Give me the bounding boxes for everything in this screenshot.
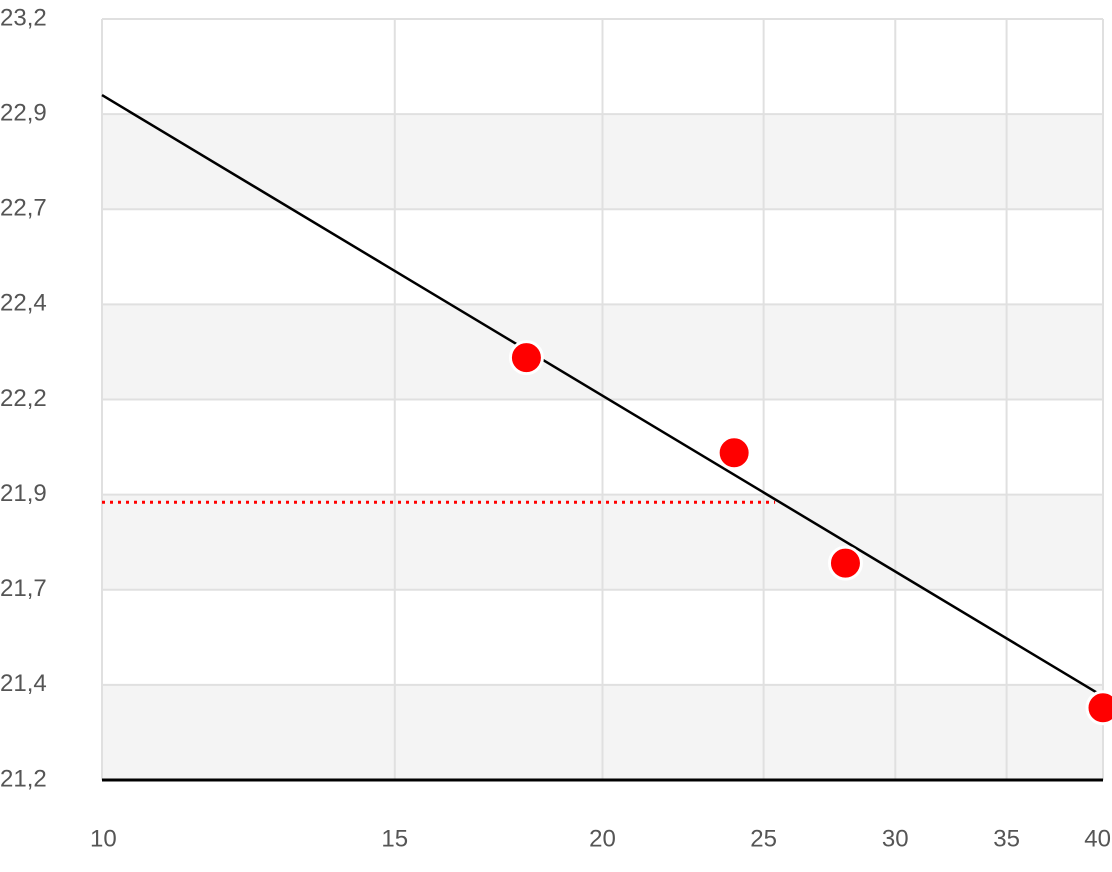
y-tick-label: 21,7: [0, 575, 47, 602]
y-tick-label: 22,7: [0, 195, 47, 222]
y-tick-label: 21,2: [0, 765, 47, 792]
point: [1085, 690, 1112, 726]
point: [827, 545, 863, 581]
x-tick-label: 40: [1084, 825, 1111, 852]
y-tick-label: 22,4: [0, 290, 47, 317]
point: [716, 435, 752, 471]
y-tick-label: 22,9: [0, 99, 47, 126]
trend-line: [101, 94, 1104, 698]
x-tick-label: 15: [381, 825, 408, 852]
x-tick-label: 20: [589, 825, 616, 852]
y-tick-label: 23,2: [0, 4, 47, 31]
x-tick-label: 10: [90, 825, 117, 852]
x-tick-label: 25: [750, 825, 777, 852]
y-tick-label: 22,2: [0, 385, 47, 412]
point: [508, 340, 544, 376]
y-tick-label: 21,9: [0, 480, 47, 507]
x-tick-label: 35: [993, 825, 1020, 852]
x-tick-label: 30: [882, 825, 909, 852]
y-tick-label: 21,4: [0, 670, 47, 697]
